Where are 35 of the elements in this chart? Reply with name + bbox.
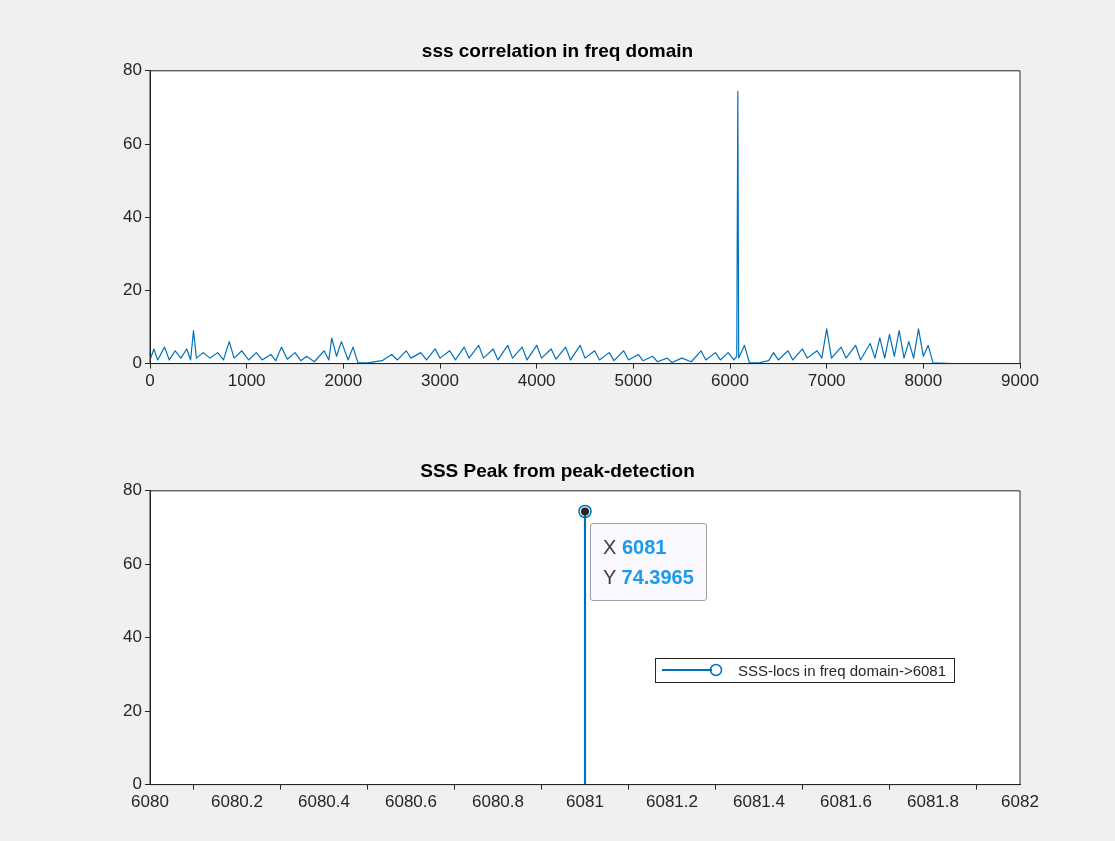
chart-title: sss correlation in freq domain <box>421 39 694 61</box>
y-tick-label: 60 <box>123 553 142 573</box>
x-tick-label: 6081.8 <box>907 792 959 812</box>
x-tick-label: 6081 <box>566 792 604 812</box>
x-tick-label: 6081.2 <box>646 792 698 812</box>
x-tick-label: 3000 <box>421 371 459 391</box>
x-tick-label: 6081.6 <box>820 792 872 812</box>
y-tick-label: 80 <box>123 480 142 500</box>
y-tick-label: 20 <box>123 700 142 720</box>
y-tick-label: 80 <box>123 60 142 80</box>
x-tick-label: 8000 <box>904 371 943 391</box>
y-tick-label: 40 <box>123 627 142 647</box>
x-tick-label: 5000 <box>614 371 653 391</box>
y-tick-label: 0 <box>132 353 142 373</box>
x-tick-label: 4000 <box>517 371 556 391</box>
x-tick-label: 6000 <box>711 371 749 391</box>
x-tick-label: 6080.6 <box>385 792 437 812</box>
x-tick-label: 6080.8 <box>472 792 524 812</box>
x-tick-label: 6080.4 <box>298 792 350 812</box>
x-tick-label: 6080.2 <box>211 792 263 812</box>
y-tick-label: 60 <box>123 133 142 153</box>
x-tick-label: 6080 <box>131 792 169 812</box>
x-tick-label: 1000 <box>227 371 266 391</box>
legend-label: SSS-locs in freq domain->6081 <box>738 661 947 679</box>
x-tick-label: 0 <box>145 371 155 391</box>
x-tick-label: 9000 <box>1001 371 1039 391</box>
chart-title: SSS Peak from peak-detection <box>420 459 695 481</box>
y-tick-label: 40 <box>123 206 142 226</box>
y-tick-label: 20 <box>123 280 142 300</box>
y-tick-label: 0 <box>132 774 142 794</box>
x-tick-label: 6081.4 <box>733 792 785 812</box>
x-tick-label: 2000 <box>324 371 363 391</box>
x-tick-label: 7000 <box>807 371 846 391</box>
annotation: X 6081 Y 74.3965 <box>603 536 694 589</box>
x-tick-label: 6082 <box>1001 792 1039 812</box>
